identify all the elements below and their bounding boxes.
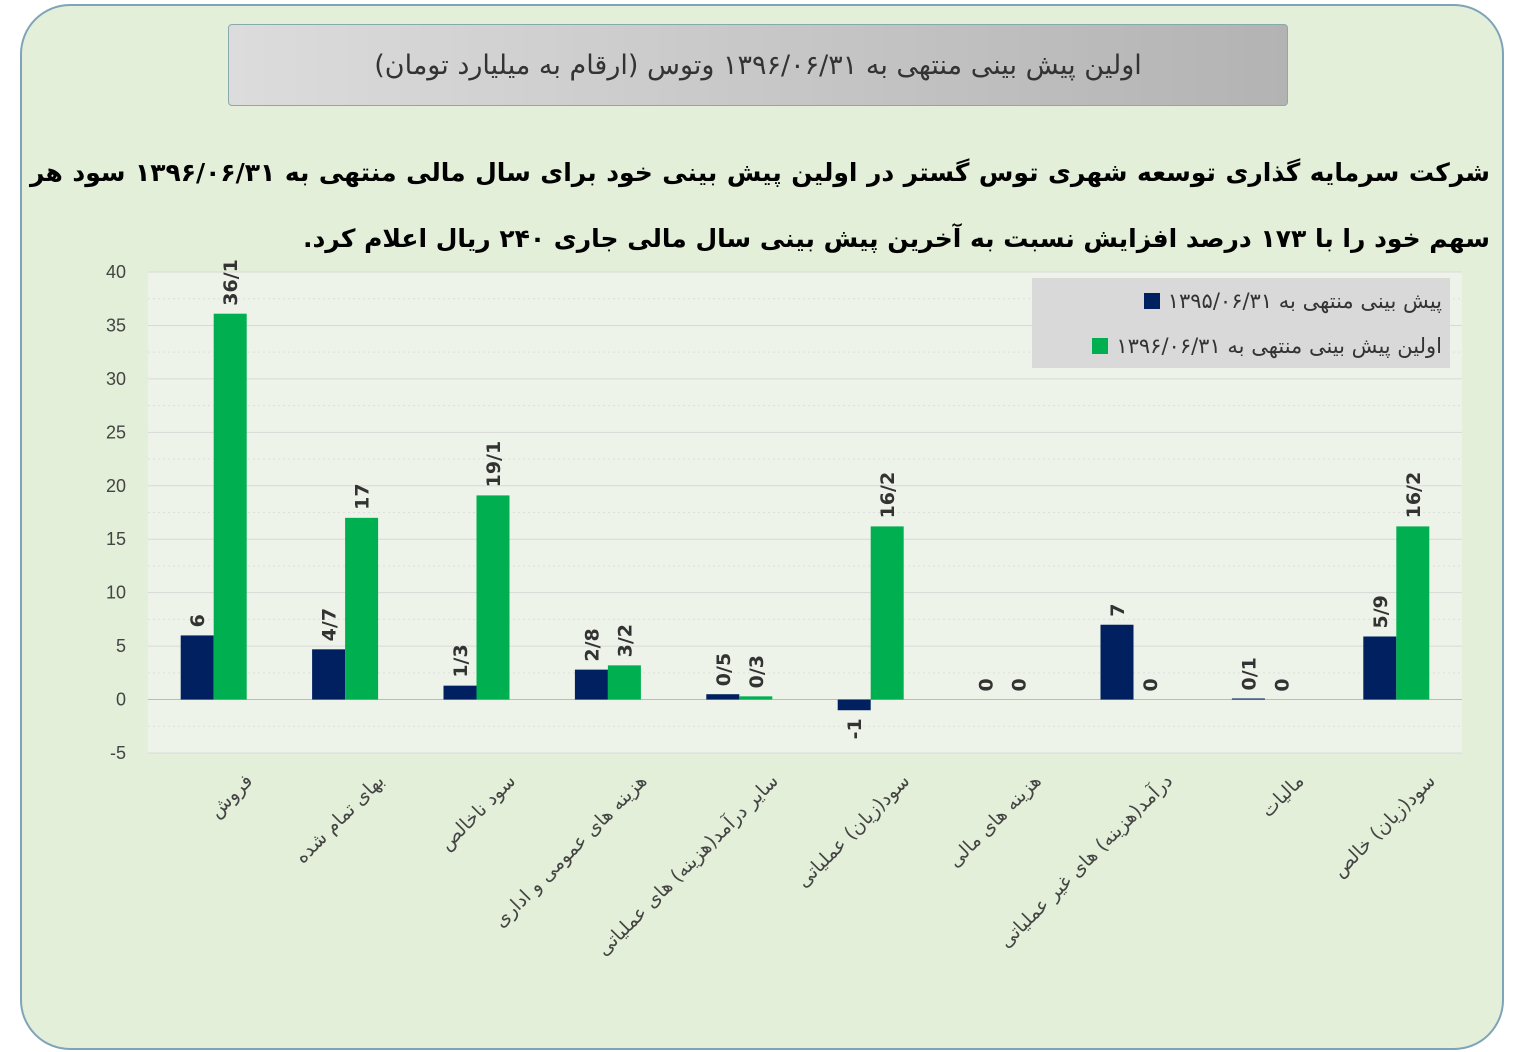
legend-item: اولین پیش بینی منتهی به ۱۳۹۶/۰۶/۳۱ — [1032, 323, 1450, 368]
data-label: 7 — [1107, 603, 1129, 616]
data-label: 19/1 — [483, 441, 505, 488]
x-tick-label: هزینه های مالی — [944, 770, 1046, 872]
y-tick-label: 5 — [116, 636, 126, 656]
x-tick-label: سود ناخالص — [435, 770, 520, 855]
legend-label: پیش بینی منتهی به ۱۳۹۵/۰۶/۳۱ — [1167, 288, 1442, 313]
x-tick-label: هزینه های عمومی و اداری — [490, 770, 652, 932]
y-tick-label: 15 — [106, 529, 126, 549]
y-tick-label: 35 — [106, 315, 126, 335]
x-tick-label: مالیات — [1257, 770, 1309, 822]
data-label: 6 — [187, 614, 209, 627]
data-label: 36/1 — [220, 259, 242, 306]
bar — [870, 526, 904, 700]
legend: پیش بینی منتهی به ۱۳۹۵/۰۶/۳۱ اولین پیش ب… — [1032, 278, 1450, 368]
bar — [1231, 698, 1265, 700]
y-tick-label: 0 — [116, 690, 126, 710]
y-tick-label: 20 — [106, 476, 126, 496]
bar — [706, 694, 740, 700]
chart-title: اولین پیش بینی منتهی به ۱۳۹۶/۰۶/۳۱ وتوس … — [228, 24, 1288, 106]
y-tick-label: 10 — [106, 583, 126, 603]
x-tick-label: فروش — [205, 770, 257, 822]
data-label: 1/3 — [450, 644, 472, 677]
data-label: 0 — [1140, 678, 1162, 691]
bar — [1363, 636, 1397, 700]
bar — [837, 699, 871, 711]
bar — [312, 649, 346, 700]
y-tick-label: 25 — [106, 422, 126, 442]
y-tick-label: -5 — [110, 743, 126, 763]
legend-item: پیش بینی منتهی به ۱۳۹۵/۰۶/۳۱ — [1032, 278, 1450, 323]
data-label: 0 — [976, 678, 998, 691]
data-label: 16/2 — [877, 472, 899, 519]
x-tick-label: سود(زیان) خالص — [1328, 770, 1440, 882]
data-label: 5/9 — [1370, 595, 1392, 628]
legend-swatch — [1092, 337, 1109, 354]
y-tick-label: 40 — [106, 262, 126, 282]
description: شرکت سرمایه گذاری توسعه شهری توس گستر در… — [30, 158, 1490, 253]
data-label: 3/2 — [614, 624, 636, 657]
data-label: 4/7 — [319, 608, 341, 641]
bar — [213, 313, 247, 700]
bar — [180, 635, 214, 700]
data-label: -1 — [844, 718, 866, 739]
data-label: 2/8 — [581, 628, 603, 661]
data-label: 0 — [1271, 678, 1293, 691]
x-tick-label: سود(زیان) عملیاتی — [792, 770, 914, 892]
bar — [476, 495, 510, 700]
bar — [443, 685, 477, 700]
bar — [345, 517, 379, 700]
data-label: 0 — [1009, 678, 1031, 691]
bar — [574, 669, 608, 700]
data-label: 0/5 — [713, 653, 735, 686]
bar — [1396, 526, 1430, 700]
data-label: 0/3 — [746, 655, 768, 688]
bar — [1100, 624, 1134, 700]
data-label: 16/2 — [1403, 472, 1425, 519]
data-label: 17 — [352, 483, 374, 509]
bar — [607, 665, 641, 700]
bar — [739, 696, 773, 700]
y-tick-label: 30 — [106, 369, 126, 389]
legend-label: اولین پیش بینی منتهی به ۱۳۹۶/۰۶/۳۱ — [1116, 333, 1442, 358]
data-label: 0/1 — [1238, 657, 1260, 690]
legend-swatch — [1143, 292, 1160, 309]
x-tick-label: بهای تمام شده — [291, 770, 389, 868]
